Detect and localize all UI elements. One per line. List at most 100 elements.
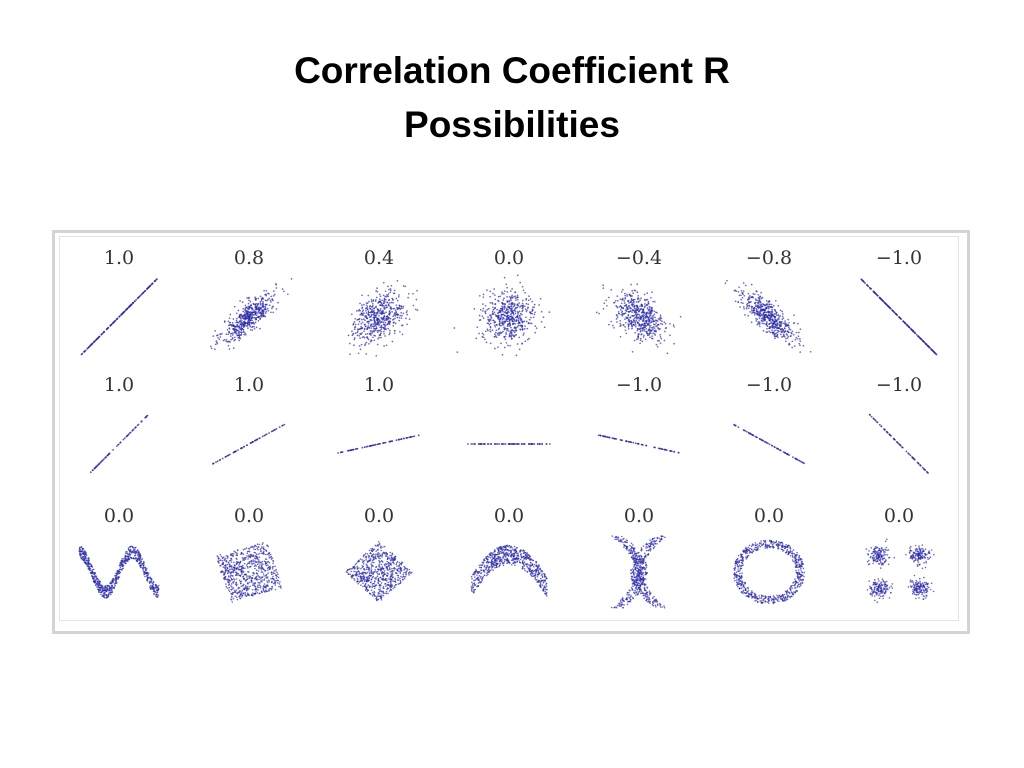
data-point (883, 301, 886, 304)
data-point (261, 435, 264, 438)
data-point (83, 550, 86, 552)
data-point (271, 306, 274, 308)
data-point (631, 290, 634, 292)
data-point (616, 295, 619, 297)
data-point (257, 559, 260, 561)
data-point (372, 336, 374, 339)
data-point (374, 329, 377, 332)
data-point (636, 327, 639, 330)
data-point (496, 324, 498, 326)
data-point (779, 333, 782, 336)
data-point (243, 333, 246, 336)
data-point (265, 289, 268, 292)
data-point (494, 324, 496, 327)
data-point (279, 581, 281, 583)
data-point (251, 311, 254, 314)
data-point (229, 576, 232, 578)
data-point (252, 302, 255, 305)
data-point (373, 339, 376, 342)
data-point (746, 304, 749, 307)
data-point (262, 304, 264, 307)
data-point (251, 579, 253, 582)
data-point (392, 301, 395, 304)
data-point (94, 580, 97, 582)
data-point (501, 443, 504, 445)
data-point (249, 325, 252, 328)
data-point (270, 301, 272, 303)
data-point (758, 323, 761, 325)
data-point (631, 295, 633, 297)
data-point (249, 442, 252, 444)
data-point (238, 591, 240, 593)
data-point (493, 443, 496, 445)
data-point (245, 317, 247, 320)
data-point (930, 348, 933, 351)
data-point (254, 311, 256, 313)
data-point (633, 298, 636, 301)
data-point (110, 593, 112, 596)
data-point (380, 312, 383, 315)
data-point (605, 304, 608, 307)
data-point (522, 304, 525, 307)
data-point (252, 554, 255, 556)
data-point (653, 327, 656, 330)
data-point (399, 304, 401, 307)
data-point (479, 319, 482, 321)
data-point (517, 317, 520, 320)
data-point (239, 319, 242, 322)
data-point (511, 333, 513, 336)
data-point (132, 551, 134, 553)
data-point (529, 312, 532, 315)
data-point (250, 312, 252, 314)
data-point (111, 579, 113, 581)
data-point (507, 310, 509, 313)
data-point (258, 582, 261, 584)
data-point (501, 301, 503, 304)
data-point (275, 568, 277, 571)
data-point (260, 591, 263, 593)
data-point (744, 284, 747, 287)
data-point (232, 570, 235, 573)
data-point (264, 312, 267, 314)
data-point (756, 304, 759, 307)
data-point (264, 293, 266, 296)
data-point (137, 554, 139, 557)
data-point (759, 304, 761, 306)
data-point (116, 582, 118, 584)
data-point (249, 560, 251, 563)
data-point (640, 297, 642, 299)
data-point (110, 582, 113, 585)
data-point (521, 302, 524, 305)
data-point (156, 591, 158, 593)
data-point (273, 293, 276, 296)
data-point (499, 295, 501, 298)
data-point (891, 309, 894, 312)
correlation-label: 0.0 (104, 505, 134, 527)
data-point (521, 329, 524, 331)
data-point (507, 330, 510, 332)
data-point (350, 313, 353, 316)
data-point (274, 584, 277, 586)
data-point (535, 327, 538, 329)
data-point (521, 324, 524, 327)
data-point (510, 313, 512, 316)
data-point (784, 340, 787, 343)
data-point (775, 329, 777, 331)
data-point (135, 556, 137, 559)
data-point (247, 562, 250, 565)
data-point (271, 566, 274, 568)
data-point (679, 315, 682, 318)
data-point (653, 446, 655, 449)
data-point (371, 308, 374, 311)
data-point (125, 560, 128, 562)
data-point (256, 563, 259, 566)
data-point (489, 322, 492, 325)
data-point (625, 316, 627, 319)
data-point (641, 329, 644, 332)
data-point (482, 336, 485, 339)
data-point (653, 310, 656, 313)
data-point (225, 560, 227, 562)
data-point (742, 306, 745, 308)
data-point (632, 303, 635, 305)
data-point (758, 325, 761, 328)
